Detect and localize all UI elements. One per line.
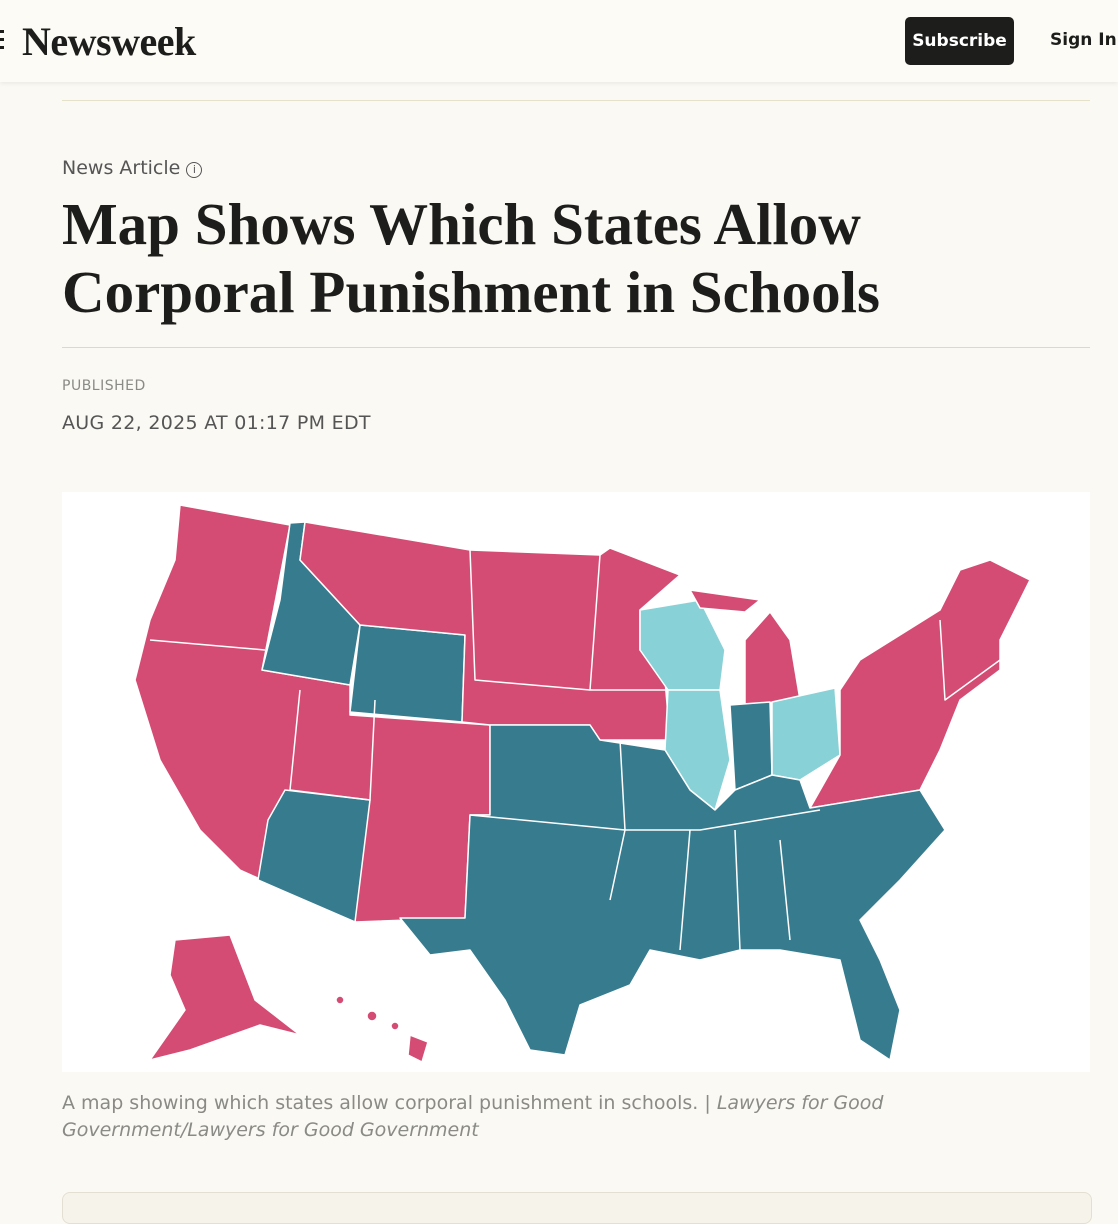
region: [689, 589, 761, 613]
region: [744, 611, 801, 706]
headline: Map Shows Which States Allow Corporal Pu…: [62, 191, 880, 325]
region: [771, 687, 841, 781]
state-line: [149, 639, 266, 651]
region: [349, 624, 466, 723]
caption-text: A map showing which states allow corpora…: [62, 1092, 711, 1114]
sign-in-link[interactable]: Sign In: [1050, 30, 1117, 50]
region: [399, 724, 946, 1061]
article-label: News Article i: [62, 157, 203, 179]
map-image: [62, 492, 1090, 1072]
states: [134, 504, 1031, 1063]
region: [809, 559, 1031, 809]
caption: A map showing which states allow corpora…: [62, 1090, 962, 1144]
logo[interactable]: Newsweek: [22, 19, 196, 64]
label-text: News Article: [62, 157, 181, 179]
state-line: [779, 839, 791, 941]
region: [257, 789, 371, 923]
published-date: AUG 22, 2025 AT 01:17 PM EDT: [62, 412, 371, 434]
next-card: [62, 1192, 1092, 1224]
island: [390, 1021, 400, 1031]
header: Newsweek Subscribe Sign In: [0, 0, 1118, 82]
divider: [62, 100, 1090, 101]
region: [149, 934, 301, 1061]
island: [407, 1034, 429, 1063]
subscribe-button[interactable]: Subscribe: [905, 17, 1014, 65]
menu-button[interactable]: [0, 30, 4, 54]
published-label: PUBLISHED: [62, 378, 146, 394]
divider: [62, 347, 1090, 348]
state-line: [289, 689, 376, 801]
state-line: [469, 549, 591, 691]
state-line: [679, 829, 691, 951]
caption-credit: Lawyers for Good Government/Lawyers for …: [62, 1092, 884, 1141]
state-line: [589, 554, 670, 691]
info-icon[interactable]: i: [186, 162, 203, 178]
state-line: [469, 809, 821, 831]
state-line: [939, 619, 1001, 701]
island: [366, 1010, 378, 1022]
state-line: [734, 829, 741, 951]
island: [335, 995, 345, 1005]
